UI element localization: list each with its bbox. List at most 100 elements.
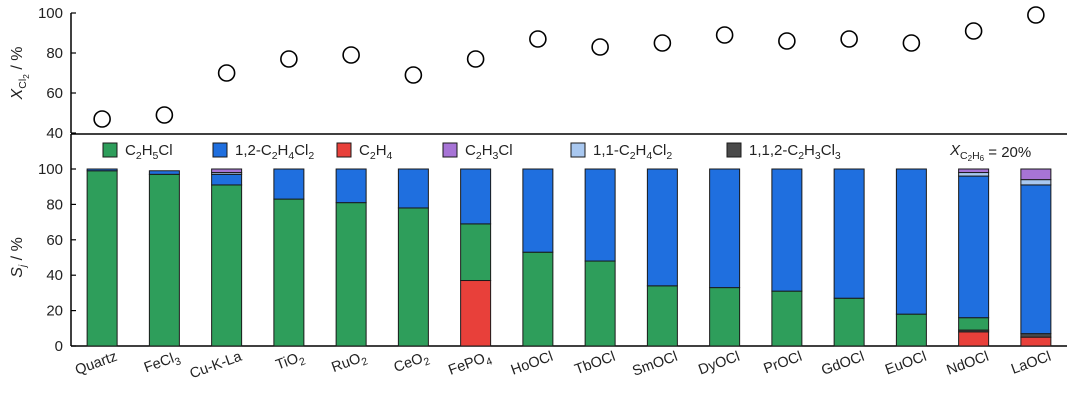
annotation-sub-index: 2 (968, 154, 973, 163)
ylabel-sub: j (17, 264, 29, 269)
category-label-sub: 2 (360, 355, 370, 368)
bar-segment (522, 251, 554, 347)
category-label: HoOCl (509, 349, 555, 379)
bar-segment (1020, 179, 1052, 186)
category-label: NdOCl (945, 349, 991, 379)
category-label: EuOCl (883, 349, 929, 379)
bar-segment (958, 172, 990, 177)
bar-segment (273, 168, 305, 200)
legend-swatch (336, 142, 352, 158)
annotation-sub-h: H (972, 150, 980, 162)
conversion-point (529, 30, 547, 48)
legend-label-part: 2 (666, 150, 672, 162)
category-label-text: DyOCl (696, 349, 742, 379)
conversion-point (715, 26, 734, 44)
category-label-text: LaOCl (1009, 349, 1053, 378)
conversion-point (342, 46, 360, 64)
bar-segment (958, 317, 990, 331)
category-label: Cu-K-La (188, 348, 245, 382)
bar-segment (958, 168, 990, 174)
legend-label-part: 1,2-C (235, 142, 272, 159)
bar-segment (833, 297, 865, 347)
bar-segment (1020, 168, 1052, 181)
bottom-y-tick-label: 20 (46, 303, 63, 320)
legend-label-part: 2 (308, 150, 314, 162)
bar-segment (646, 285, 678, 347)
category-label-text: Quartz (73, 349, 119, 379)
conversion-point (840, 30, 858, 48)
legend-label-part: 2 (370, 150, 376, 162)
legend-label-part: C (125, 142, 136, 159)
bar-segment (771, 290, 803, 347)
legend-label: C2H5Cl (125, 142, 173, 162)
legend-label-part: 4 (387, 150, 393, 162)
legend-swatch (726, 142, 742, 158)
category-label: TiO2 (274, 349, 308, 377)
top-y-axis-label: XCl2 / % (9, 47, 31, 101)
legend-label: C2H3Cl (465, 142, 513, 162)
legend-label-part: 4 (646, 150, 652, 162)
legend-label-part: Cl (652, 142, 666, 159)
legend-label-part: 3 (493, 150, 499, 162)
bottom-y-tick-label: 80 (46, 196, 63, 213)
category-label-text: TiO (274, 351, 301, 374)
bar-segment (1020, 184, 1052, 335)
category-label: GdOCl (819, 349, 866, 379)
bar-segment (958, 331, 990, 347)
legend-label-part: H (482, 142, 493, 159)
bottom-y-axis-label: Sj / % (9, 237, 29, 278)
legend-label-part: C (465, 142, 476, 159)
category-label: CeO2 (392, 349, 432, 379)
category-label-sub: 2 (298, 355, 308, 368)
bottom-y-tick-label: 100 (38, 161, 63, 178)
category-label-text: FePO (446, 351, 487, 379)
legend-swatch (102, 142, 118, 158)
legend-label-part: 2 (630, 150, 636, 162)
bar-segment (460, 280, 492, 347)
conversion-scatter-panel: 40 60 80 100 XCl2 / % (9, 5, 1045, 142)
bar-segment (211, 173, 243, 186)
bar-segment (709, 168, 741, 289)
bar-segment (584, 168, 616, 262)
ylabel-main: S (9, 267, 26, 278)
legend-label-part: 5 (153, 150, 159, 162)
ylabel-main: X (9, 87, 26, 100)
legend-label-part: 3 (815, 150, 821, 162)
legend-label-part: Cl (294, 142, 308, 159)
category-label: LaOCl (1009, 349, 1053, 378)
annotation-sub-index2: 6 (980, 154, 985, 163)
bar-segment (1020, 333, 1052, 338)
bar-segment (895, 313, 927, 347)
bottom-y-tick-label: 60 (46, 232, 63, 249)
conversion-point (93, 110, 111, 128)
annotation-main: X (949, 142, 961, 159)
ylabel-suffix: / % (9, 47, 26, 75)
legend-label-part: H (804, 142, 815, 159)
category-label: DyOCl (696, 349, 742, 379)
bar-segment (522, 168, 554, 253)
legend-swatch (442, 142, 458, 158)
legend-label-part: Cl (158, 142, 172, 159)
legend-label: 1,1-C2H4Cl2 (593, 142, 672, 162)
category-label-sub: 4 (484, 355, 494, 368)
category-label: Quartz (73, 349, 119, 379)
legend-label-part: Cl (498, 142, 512, 159)
bar-segment (335, 168, 367, 204)
bar-segment (148, 173, 180, 347)
conversion-point (778, 32, 796, 50)
conversion-point (404, 66, 423, 84)
category-label-text: EuOCl (883, 349, 929, 379)
bar-segment (273, 198, 305, 347)
top-y-tick-label: 80 (46, 45, 63, 62)
conversion-annotation: XC2H6 = 20% (949, 142, 1031, 163)
legend-label-part: 3 (835, 150, 841, 162)
category-label: FeCl3 (142, 349, 183, 379)
category-label-text: FeCl (142, 351, 176, 377)
conversion-point (591, 38, 609, 56)
annotation-sub: C (960, 150, 968, 162)
top-y-tick-label: 40 (46, 125, 63, 142)
bottom-y-tick-label: 40 (46, 267, 63, 284)
legend-label-part: 2 (272, 150, 278, 162)
